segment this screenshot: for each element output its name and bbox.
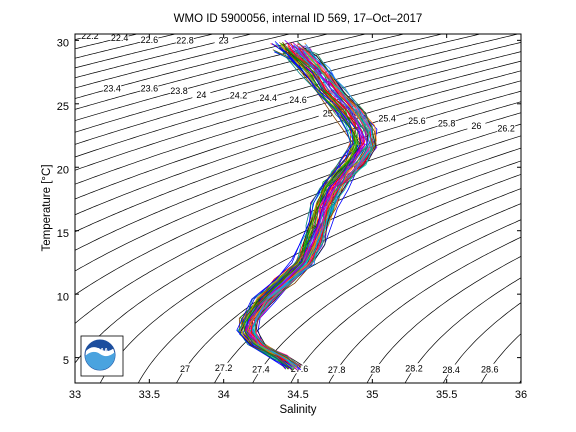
contour-label: 27.8 [328,365,346,375]
contour-label: 22.4 [111,33,129,43]
density-contour [519,379,521,383]
x-tick-label: 35.5 [436,389,457,401]
density-contour [548,338,576,406]
density-contour [75,34,215,69]
x-tick-label: 33 [69,389,81,401]
density-contour [75,60,521,200]
profile-line [244,42,365,371]
contour-label: 22.2 [81,31,99,41]
density-contour [75,34,482,145]
profile-line [236,41,354,370]
contour-label: 27.4 [252,365,270,375]
density-contour [176,174,521,383]
x-tick-label: 33.5 [139,389,160,401]
density-contours: 22.2 22.4 22.6 22.8 23 23.4 23.6 23.8 24 24.2 24.4… [1,0,576,406]
y-tick-label: 5 [63,355,69,367]
noaa-logo: NOAA [80,335,124,377]
profile-line [247,46,372,369]
density-contour [290,219,521,383]
contour-label: 24 [196,90,206,100]
contour-label: 27.2 [215,363,233,373]
profile-line [243,51,357,370]
y-tick-label: 30 [57,38,69,50]
density-contour [328,236,521,383]
profile-line [241,42,357,370]
density-contour [404,277,521,383]
contour-label: 23 [219,36,229,46]
y-tick-label: 25 [57,101,69,113]
density-contour [442,302,521,383]
contour-label: 23.6 [141,84,159,94]
profile-line [246,42,359,368]
profile-line [254,47,377,368]
profile-line [238,50,352,369]
density-contour [75,80,521,233]
density-contour [137,160,521,383]
contour-label: 28.4 [442,365,460,375]
contour-label: 25.8 [438,118,456,128]
density-contour [99,147,521,383]
x-tick-label: 35 [366,389,378,401]
y-tick-label: 10 [57,292,69,304]
density-contour [214,188,521,383]
y-axis: 5 10 15 20 25 30 Temperature [°C] [41,38,521,367]
profile-line [251,41,372,368]
y-tick-label: 20 [57,165,69,177]
contour-label: 28.6 [481,364,499,374]
x-tick-label: 34 [218,389,230,401]
contour-label: 23.8 [170,86,188,96]
contour-label: 26.2 [497,124,515,134]
y-tick-label: 15 [57,228,69,240]
profile-line [245,45,369,370]
contour-label: 24.4 [260,93,278,103]
density-contour [75,34,330,99]
profile-line [253,51,373,368]
contour-label: 24.6 [289,95,307,105]
y-axis-label: Temperature [°C] [41,164,53,251]
profile-line [244,43,366,368]
chart-title: WMO ID 5900056, internal ID 569, 17–Oct–… [174,13,423,25]
density-contour [75,101,521,272]
contour-label: 26 [471,121,481,131]
contour-label: 25.6 [408,116,426,126]
density-contour [75,112,521,296]
contour-label: 24.2 [230,90,248,100]
contour-label: 22.8 [176,36,194,46]
x-tick-label: 36 [515,389,527,401]
density-contour [75,70,521,216]
density-contour [75,90,521,251]
density-contour [75,123,521,324]
contour-label: 25 [323,108,333,118]
profile-line [248,45,373,367]
profile-line [251,47,374,367]
logo-text: NOAA [92,348,108,354]
profiles [236,39,378,371]
contour-label: 27 [180,364,190,374]
density-contour [75,34,292,89]
density-contour [75,34,520,158]
density-contour [1,0,182,30]
x-tick-label: 34.5 [287,389,308,401]
contour-label: 25.4 [378,113,396,123]
density-contour [75,51,521,185]
density-contour [1,0,108,13]
x-axis-label: Salinity [279,404,316,416]
contour-label: 28.2 [405,364,423,374]
density-contour [1,0,69,4]
contour-label: 22.6 [141,35,159,45]
x-axis: 33 33.5 34 34.5 35 35.5 36 Salinity [69,34,527,416]
density-contour [252,203,521,383]
contour-label: 23.4 [103,83,121,93]
density-contour [366,255,521,383]
density-contour [1,0,144,21]
contour-label: 28 [370,364,380,374]
